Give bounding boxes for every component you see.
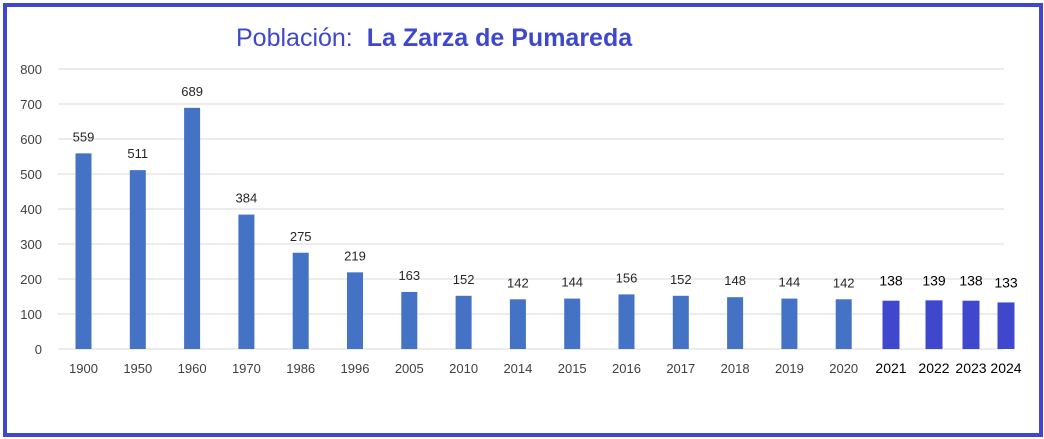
y-tick-label: 800 xyxy=(20,62,42,77)
y-tick-label: 300 xyxy=(20,237,42,252)
bar-2019 xyxy=(781,298,798,349)
x-tick-label-1900: 1900 xyxy=(69,361,98,376)
data-label-2005: 163 xyxy=(398,268,420,283)
y-tick-label: 400 xyxy=(20,202,42,217)
bar-2018 xyxy=(727,297,744,349)
data-label-1950: 511 xyxy=(127,146,148,161)
bar-1970 xyxy=(238,214,255,349)
x-tick-label-2018: 2018 xyxy=(721,361,750,376)
x-tick-label-1960: 1960 xyxy=(178,361,207,376)
data-label-2017: 152 xyxy=(670,272,692,287)
data-label-1996: 219 xyxy=(344,248,366,263)
data-label-1970: 384 xyxy=(236,191,258,206)
x-tick-label-2019: 2019 xyxy=(775,361,804,376)
x-tick-label-1986: 1986 xyxy=(286,361,315,376)
bar-2021 xyxy=(882,300,900,349)
bar-1986 xyxy=(292,252,309,349)
y-tick-label: 0 xyxy=(35,342,42,357)
data-label-2014: 142 xyxy=(507,275,529,290)
data-label-1900: 559 xyxy=(73,129,95,144)
data-label-1986: 275 xyxy=(290,229,312,244)
x-tick-label-1970: 1970 xyxy=(232,361,261,376)
data-label-2020: 142 xyxy=(833,275,855,290)
x-tick-label-2016: 2016 xyxy=(612,361,641,376)
data-label-2019: 144 xyxy=(779,275,801,290)
data-label-2023: 138 xyxy=(959,273,983,289)
data-label-2010: 152 xyxy=(453,272,475,287)
y-tick-label: 700 xyxy=(20,97,42,112)
x-tick-label-2015: 2015 xyxy=(558,361,587,376)
bar-2005 xyxy=(401,291,418,349)
bar-1960 xyxy=(184,107,201,349)
data-label-2021: 138 xyxy=(879,273,903,289)
data-label-2024: 133 xyxy=(994,274,1018,290)
data-label-1960: 689 xyxy=(181,84,203,99)
data-label-2015: 144 xyxy=(561,275,583,290)
chart-title-place: La Zarza de Pumareda xyxy=(366,24,633,52)
chart-title-prefix: Población: xyxy=(236,24,353,52)
bar-2015 xyxy=(564,298,581,349)
x-tick-label-2017: 2017 xyxy=(666,361,695,376)
chart-frame xyxy=(3,3,1043,437)
x-tick-label-2024: 2024 xyxy=(990,360,1021,376)
bar-2023 xyxy=(962,300,980,349)
bar-2017 xyxy=(672,295,689,349)
bar-1950 xyxy=(129,170,146,349)
y-tick-label: 500 xyxy=(20,167,42,182)
chart-title: Población: La Zarza de Pumareda xyxy=(236,24,632,53)
bar-2022 xyxy=(925,300,943,349)
x-tick-label-1996: 1996 xyxy=(341,361,370,376)
bar-2020 xyxy=(835,299,852,349)
data-label-2018: 148 xyxy=(724,273,746,288)
bar-2014 xyxy=(509,299,526,349)
data-label-2016: 156 xyxy=(616,270,638,285)
x-tick-label-2021: 2021 xyxy=(875,360,906,376)
y-tick-label: 100 xyxy=(20,307,42,322)
y-tick-label: 600 xyxy=(20,132,42,147)
bar-2016 xyxy=(618,294,635,349)
data-label-2022: 139 xyxy=(922,272,946,288)
x-tick-label-2020: 2020 xyxy=(829,361,858,376)
bar-2024 xyxy=(997,302,1015,349)
x-tick-label-2014: 2014 xyxy=(503,361,532,376)
x-tick-label-1950: 1950 xyxy=(123,361,152,376)
x-tick-label-2023: 2023 xyxy=(955,360,986,376)
bar-1996 xyxy=(347,272,363,349)
y-tick-label: 200 xyxy=(20,272,42,287)
x-tick-label-2022: 2022 xyxy=(918,360,949,376)
bar-2010 xyxy=(455,295,472,349)
x-tick-label-2010: 2010 xyxy=(449,361,478,376)
bar-1900 xyxy=(75,153,92,349)
x-tick-label-2005: 2005 xyxy=(395,361,424,376)
